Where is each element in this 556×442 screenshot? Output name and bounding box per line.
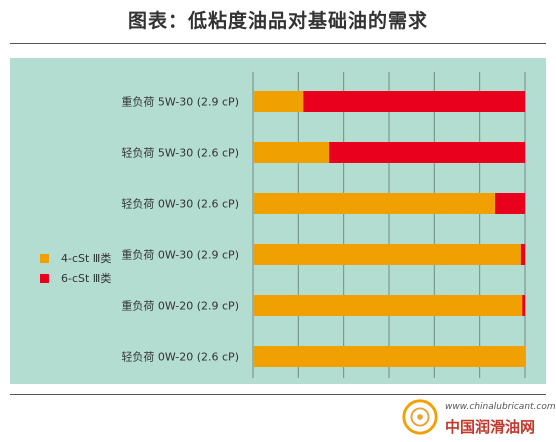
watermark-site-name: 中国润滑油网 [445, 418, 536, 436]
bottom-divider [10, 394, 546, 395]
watermark-logo-icon [402, 399, 438, 435]
legend-swatch-6cst [40, 273, 49, 283]
chart-legend: 4-cSt Ⅲ类 6-cSt Ⅲ类 [40, 248, 111, 288]
title-divider [10, 43, 546, 44]
legend-label-6cst: 6-cSt Ⅲ类 [61, 272, 112, 285]
legend-item-4cst: 4-cSt Ⅲ类 [40, 248, 111, 268]
chart-panel: 重负荷 5W-30 (2.9 cP) 轻负荷 5W-30 (2.6 cP) 轻负荷 … [10, 58, 556, 436]
bar-chart: 重负荷 5W-30 (2.9 cP) 轻负荷 5W-30 (2.6 cP) 轻负荷 … [121, 72, 526, 378]
chart-title: 图表：低粘度油品对基础油的需求 [127, 10, 428, 32]
bar-segment-4cst [253, 193, 496, 214]
watermark: www.chinalubricant.com 中国润滑油网 [395, 396, 556, 442]
bar-segment-6cst [522, 295, 525, 316]
bar-segment-6cst [495, 193, 525, 214]
category-label: 重负荷 5W-30 (2.9 cP) [121, 95, 239, 109]
category-label: 轻负荷 5W-30 (2.6 cP) [121, 146, 239, 160]
category-label: 轻负荷 0W-30 (2.6 cP) [121, 197, 239, 211]
legend-item-6cst: 6-cSt Ⅲ类 [40, 268, 111, 288]
bar-segment-6cst [303, 91, 525, 112]
bar-segment-4cst [253, 295, 523, 316]
bar-segment-4cst [253, 91, 304, 112]
category-label: 重负荷 0W-20 (2.9 cP) [121, 299, 239, 313]
bar-segment-4cst [253, 346, 525, 367]
bar-segment-6cst [329, 142, 525, 163]
bar-segment-4cst [253, 244, 521, 265]
bar-segment-4cst [253, 142, 330, 163]
legend-swatch-4cst [40, 253, 49, 263]
category-label: 轻负荷 0W-20 (2.6 cP) [121, 350, 239, 364]
bar-segment-6cst [520, 244, 525, 265]
watermark-url: www.chinalubricant.com [445, 402, 556, 412]
legend-label-4cst: 4-cSt Ⅲ类 [61, 252, 112, 265]
category-label: 重负荷 0W-30 (2.9 cP) [121, 248, 239, 262]
